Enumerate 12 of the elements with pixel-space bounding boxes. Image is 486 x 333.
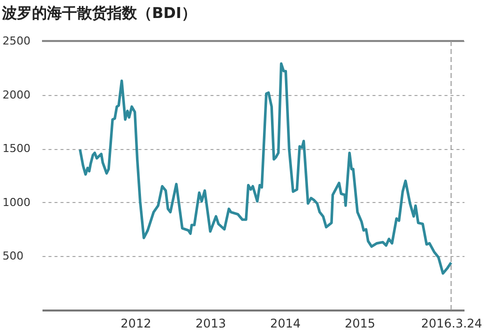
y-tick-label: 1000 — [2, 196, 30, 209]
y-tick-label: 2000 — [2, 88, 30, 102]
line-series — [78, 62, 452, 275]
y-tick-label: 1500 — [2, 142, 30, 156]
x-tick-label: 2014 — [270, 316, 301, 330]
x-tick-label: 2015 — [344, 316, 376, 330]
x-tick-label: 2012 — [120, 316, 152, 330]
chart-title: 波罗的海干散货指数（BDI） — [1, 4, 196, 22]
y-tick-label: 2500 — [2, 34, 30, 48]
x-tick-label: 2013 — [195, 316, 226, 330]
y-tick-label: 500 — [2, 250, 24, 263]
x-tick-label: 2016.3.24 — [421, 316, 482, 330]
